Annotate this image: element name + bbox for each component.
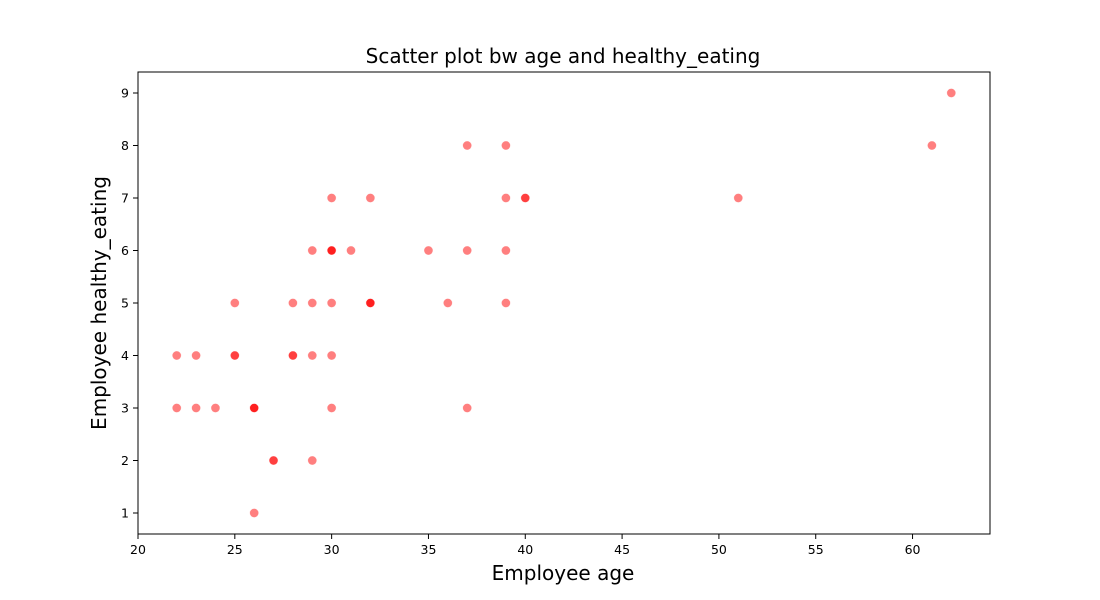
scatter-point	[326, 350, 337, 361]
scatter-point	[326, 298, 337, 308]
scatter-point	[326, 193, 337, 203]
scatter-point	[288, 350, 298, 361]
y-tick-label: 8	[121, 138, 129, 153]
scatter-point	[230, 350, 240, 361]
x-tick-label: 35	[421, 542, 437, 557]
x-tick-label: 60	[905, 542, 921, 557]
scatter-point	[946, 88, 957, 98]
scatter-point	[210, 403, 221, 413]
scatter-point	[927, 140, 937, 151]
scatter-point	[191, 350, 201, 361]
scatter-point	[462, 403, 472, 413]
y-tick-label: 6	[121, 243, 129, 258]
scatter-point	[326, 403, 337, 413]
scatter-point	[171, 403, 182, 413]
scatter-point	[346, 245, 356, 256]
scatter-point	[249, 403, 259, 413]
x-tick-label: 50	[711, 542, 727, 557]
x-tick-label: 55	[808, 542, 824, 557]
scatter-point	[443, 298, 453, 308]
x-axis-ticks: 20 25 30 35 40 45 50 55 60	[130, 534, 921, 557]
chart-title: Scatter plot bw age and healthy_eating	[366, 44, 761, 68]
scatter-point	[230, 298, 240, 308]
scatter-point	[268, 455, 279, 466]
y-tick-label: 3	[121, 401, 129, 416]
y-tick-label: 7	[121, 191, 129, 206]
scatter-point	[365, 193, 376, 203]
x-tick-label: 25	[227, 542, 243, 557]
scatter-point	[501, 193, 511, 203]
plot-area-frame	[137, 71, 991, 535]
scatter-point	[520, 193, 531, 203]
y-tick-label: 4	[121, 348, 129, 363]
scatter-point	[501, 298, 511, 308]
scatter-point	[307, 455, 318, 466]
y-tick-label: 2	[121, 453, 129, 468]
x-axis-label: Employee age	[492, 561, 635, 585]
y-tick-label: 9	[121, 86, 129, 101]
scatter-point	[307, 245, 318, 256]
x-tick-label: 45	[614, 542, 630, 557]
scatter-point	[365, 298, 376, 308]
scatter-point	[733, 193, 744, 203]
y-axis-ticks: 1 2 3 4 5 6 7 8 9	[121, 86, 138, 521]
data-points	[171, 88, 957, 518]
y-tick-label: 5	[121, 296, 129, 311]
scatter-point	[462, 245, 472, 256]
x-tick-label: 20	[130, 542, 146, 557]
scatter-point	[288, 298, 298, 308]
x-tick-label: 30	[324, 542, 340, 557]
scatter-point	[307, 298, 318, 308]
scatter-point	[249, 508, 259, 518]
scatter-point	[462, 140, 472, 151]
y-axis-label: Employee healthy_eating	[87, 176, 111, 430]
x-tick-label: 40	[517, 542, 533, 557]
scatter-point	[423, 245, 434, 256]
scatter-point	[307, 350, 318, 361]
scatter-point	[326, 245, 337, 256]
scatter-point	[501, 245, 511, 256]
scatter-point	[501, 140, 511, 151]
y-tick-label: 1	[121, 506, 129, 521]
scatter-point	[171, 350, 182, 361]
scatter-point	[191, 403, 201, 413]
